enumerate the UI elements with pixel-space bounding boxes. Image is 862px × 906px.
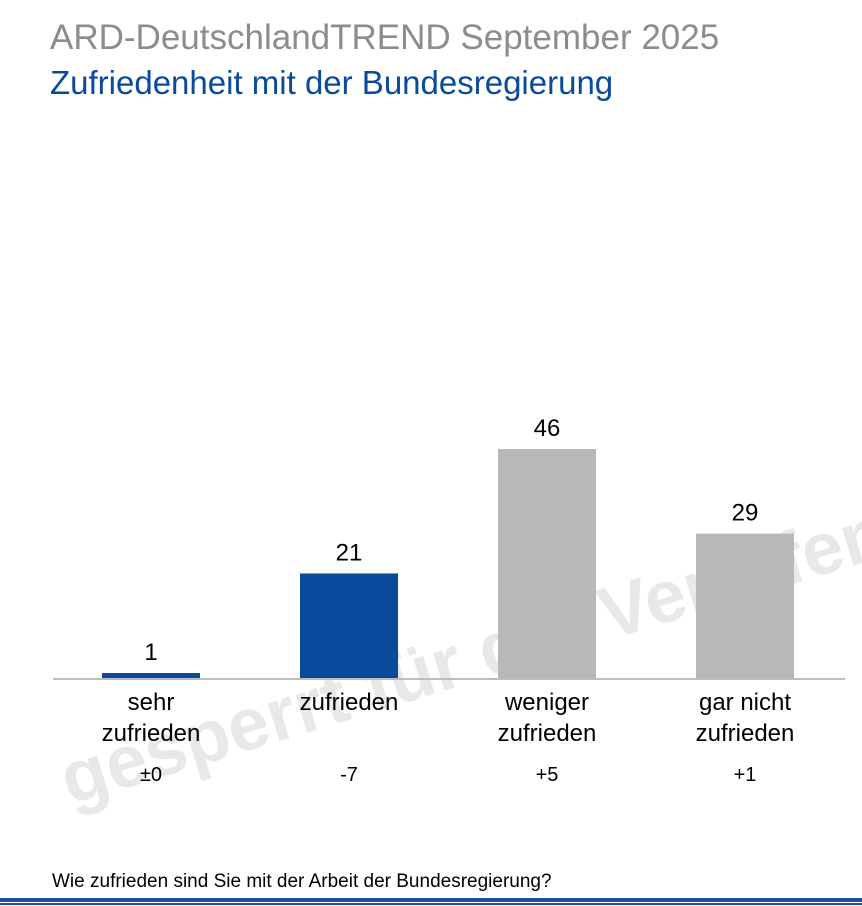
value-label-3: 29 bbox=[732, 500, 759, 527]
category-label-3-0: gar nicht bbox=[699, 689, 791, 716]
bottom-rule bbox=[0, 898, 862, 902]
value-label-1: 21 bbox=[336, 539, 363, 566]
change-label-0: ±0 bbox=[140, 764, 162, 786]
survey-question: Wie zufrieden sind Sie mit der Arbeit de… bbox=[52, 871, 552, 892]
category-label-0-0: sehr bbox=[128, 689, 175, 716]
bar-0 bbox=[102, 673, 200, 678]
category-label-1-0: zufrieden bbox=[300, 689, 399, 716]
value-label-2: 46 bbox=[534, 415, 561, 442]
bars-layer bbox=[102, 449, 794, 678]
chart-title: ARD-DeutschlandTREND September 2025 bbox=[50, 18, 720, 57]
chart-subtitle: Zufriedenheit mit der Bundesregierung bbox=[50, 64, 614, 101]
change-label-1: -7 bbox=[340, 764, 358, 786]
value-label-0: 1 bbox=[144, 639, 157, 666]
category-label-2-1: zufrieden bbox=[498, 720, 597, 747]
bar-3 bbox=[696, 533, 794, 678]
change-label-3: +1 bbox=[734, 764, 757, 786]
category-label-0-1: zufrieden bbox=[102, 720, 201, 747]
bar-2 bbox=[498, 449, 596, 678]
bottom-rule-thin bbox=[0, 903, 862, 905]
labels-layer: 1 sehr zufrieden ±0 21 zufrieden -7 46 weniger zu… bbox=[102, 415, 795, 786]
category-label-3-1: zufrieden bbox=[696, 720, 795, 747]
bar-1 bbox=[300, 573, 398, 678]
bar-chart: gesperrt für die Veröffentlichung 1sehrz… bbox=[50, 406, 862, 821]
category-label-2-0: weniger bbox=[504, 689, 589, 716]
change-label-2: +5 bbox=[536, 764, 559, 786]
